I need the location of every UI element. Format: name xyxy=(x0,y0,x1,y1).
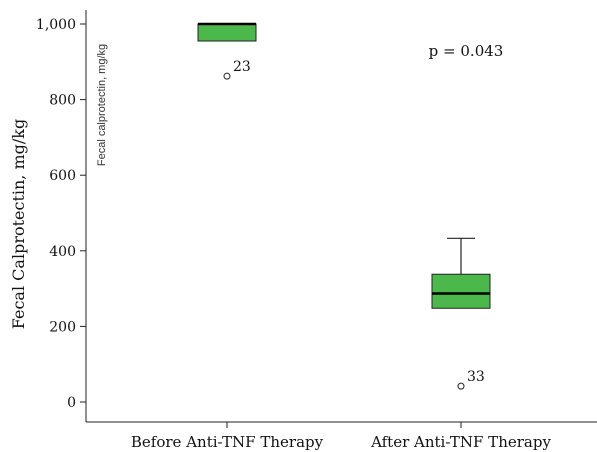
box-group: 23 xyxy=(197,22,257,80)
y-tick-label: 800 xyxy=(49,93,76,109)
box-group: 33 xyxy=(431,237,491,390)
outlier-point xyxy=(457,382,465,390)
y-tick-label: 200 xyxy=(49,319,76,335)
y-axis: 0 200 400 600 800 1,000 xyxy=(36,10,87,422)
iqr-box xyxy=(431,273,491,309)
y-axis-label: Fecal Calprotectin, mg/kg xyxy=(9,119,28,329)
x-tick-label: After Anti-TNF Therapy xyxy=(370,433,551,451)
y-tick-label: 1,000 xyxy=(36,17,76,33)
x-axis: Before Anti-TNF Therapy After Anti-TNF Th… xyxy=(86,421,597,451)
p-value-annotation: p = 0.043 xyxy=(429,42,504,60)
y-tick-label: 0 xyxy=(67,395,76,411)
iqr-box xyxy=(197,23,257,42)
y-tick-label: 600 xyxy=(49,168,76,184)
x-tick-label: Before Anti-TNF Therapy xyxy=(131,433,324,451)
outlier-label: 23 xyxy=(233,59,251,75)
boxes: 23 33 xyxy=(197,22,491,390)
inner-y-axis-label: Fecal calprotectin, mg/kg xyxy=(96,44,108,166)
outlier-point xyxy=(223,72,231,80)
outlier-label: 33 xyxy=(467,369,485,385)
y-tick-label: 400 xyxy=(49,244,76,260)
